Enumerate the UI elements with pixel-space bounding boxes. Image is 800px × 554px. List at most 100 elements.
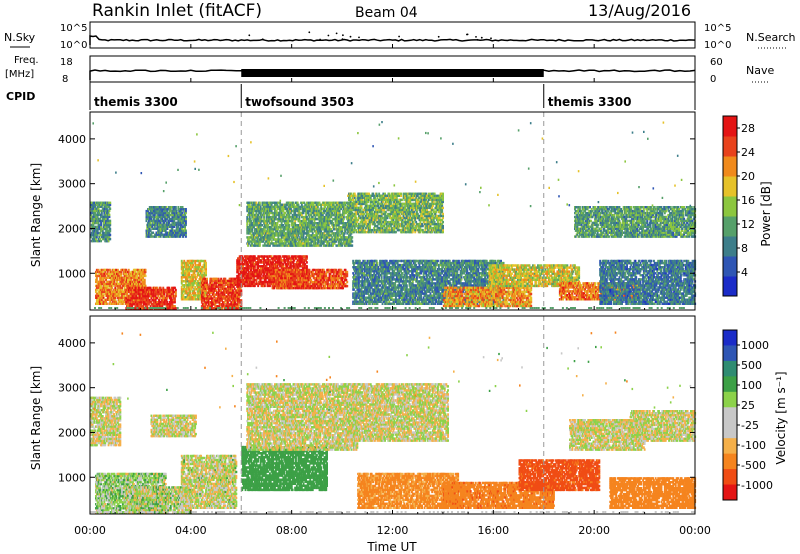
heatmap-cell xyxy=(128,269,130,271)
nsearch-dot xyxy=(342,34,344,36)
cpid-segment-label: themis 3300 xyxy=(548,95,632,109)
heatmap-cell xyxy=(144,295,146,297)
heatmap-cell xyxy=(145,275,147,277)
nave-dense-block xyxy=(241,69,544,77)
heatmap-cell xyxy=(107,269,109,271)
freq-unit-label: [MHz] xyxy=(5,69,34,80)
heatmap-cell xyxy=(144,287,146,289)
nsearch-dot xyxy=(358,37,360,39)
heatmap-cell xyxy=(151,235,153,237)
nsearch-dot xyxy=(248,34,250,36)
nsearch-tick-top: 10^5 xyxy=(704,23,731,34)
heatmap-cell xyxy=(109,210,111,212)
nsky-tick-bottom: 10^0 xyxy=(60,40,87,51)
heatmap-cell xyxy=(160,287,162,289)
radar-summary-plot: Rankin Inlet (fitACF) Beam 04 13/Aug/201… xyxy=(0,0,800,554)
heatmap-cell xyxy=(138,287,140,289)
heatmap-cell xyxy=(152,232,154,234)
heatmap-cell xyxy=(106,303,108,305)
heatmap-cell xyxy=(174,301,176,303)
heatmap-cell xyxy=(168,287,170,289)
freq-tick-top: 18 xyxy=(60,57,73,68)
heatmap-cell xyxy=(151,216,153,218)
nsearch-dot xyxy=(350,36,352,38)
heatmap-cell xyxy=(99,210,101,212)
heatmap-cell xyxy=(109,234,111,236)
heatmap-cell xyxy=(109,228,111,230)
heatmap-cell xyxy=(144,279,146,281)
heatmap-cell xyxy=(129,287,131,289)
heatmap-cell xyxy=(127,299,129,301)
heatmap-cell xyxy=(145,269,147,271)
heatmap-cell xyxy=(109,208,111,210)
heatmap-cell xyxy=(161,295,163,297)
cpid-row: CPID themis 3300 twofsound 3503 themis 330… xyxy=(6,82,695,110)
heatmap-cell xyxy=(109,220,111,222)
cpid-segment-label: twofsound 3503 xyxy=(245,95,354,109)
heatmap-cell xyxy=(109,222,111,224)
heatmap-cell xyxy=(109,238,111,240)
nsearch-dot xyxy=(262,38,264,40)
heatmap-cell xyxy=(153,301,155,303)
heatmap-cell xyxy=(115,269,117,271)
heatmap-cell xyxy=(156,287,158,289)
heatmap-cell xyxy=(169,301,171,303)
heatmap-cell xyxy=(150,287,152,289)
heatmap-cell xyxy=(157,295,159,297)
heatmap-cell xyxy=(173,291,175,293)
heatmap-cell xyxy=(175,289,177,291)
nsky-trace xyxy=(90,36,695,45)
nsearch-tick-bottom: 10^0 xyxy=(704,40,731,51)
nsearch-dot xyxy=(308,31,310,33)
nsearch-dot xyxy=(398,36,400,38)
nsky-tick-top: 10^5 xyxy=(60,23,87,34)
station-title: Rankin Inlet (fitACF) xyxy=(92,1,262,21)
nsearch-label: N.Search xyxy=(746,31,796,44)
heatmap-cell xyxy=(149,299,151,301)
heatmap-cell xyxy=(100,222,102,224)
nsearch-dot xyxy=(466,34,468,36)
heatmap-cell xyxy=(109,214,111,216)
nsearch-dot xyxy=(490,37,492,39)
heatmap-cell xyxy=(162,287,164,289)
nave-tick-bottom: 0 xyxy=(710,74,716,85)
nsearch-dot xyxy=(342,38,344,40)
nsearch-dot xyxy=(328,35,330,37)
heatmap-cell xyxy=(105,277,107,279)
freq-tick-bottom: 8 xyxy=(62,74,68,85)
heatmap-cell xyxy=(164,301,166,303)
cpid-segment-label: themis 3300 xyxy=(94,95,178,109)
nsearch-dot xyxy=(477,39,479,41)
nsky-label: N.Sky xyxy=(4,31,36,44)
nsky-panel: N.Sky 10^5 10^0 10^5 10^0 N.Search xyxy=(4,22,796,51)
beam-label: Beam 04 xyxy=(355,5,418,21)
heatmap-cell xyxy=(127,287,129,289)
nsearch-dot xyxy=(319,39,321,41)
heatmap-cell xyxy=(104,283,106,285)
cpid-label: CPID xyxy=(6,90,35,103)
nave-tick-top: 60 xyxy=(710,57,723,68)
nsearch-dot xyxy=(475,36,477,38)
heatmap-cell xyxy=(175,307,177,309)
heatmap-cell xyxy=(109,202,111,204)
heatmap-cell xyxy=(172,301,174,303)
nsearch-dot xyxy=(336,33,338,35)
heatmap-cell xyxy=(175,295,177,297)
heatmap-cell xyxy=(100,234,102,236)
heatmap-cell xyxy=(144,293,146,295)
freq-label: Freq. xyxy=(14,55,39,66)
heatmap-cell xyxy=(144,301,146,303)
heatmap-cell xyxy=(174,287,176,289)
heatmap-cell xyxy=(100,240,102,242)
heatmap-cell xyxy=(103,210,105,212)
heatmap-cell xyxy=(103,295,105,297)
heatmap-cell xyxy=(96,236,98,238)
nsearch-dot xyxy=(481,37,483,39)
date-label: 13/Aug/2016 xyxy=(588,1,691,20)
freq-panel: Freq. [MHz] 18 8 60 0 Nave xyxy=(5,55,774,85)
heatmap-cell xyxy=(105,273,107,275)
heatmap-cell xyxy=(167,303,169,305)
heatmap-cell xyxy=(146,287,148,289)
nave-label: Nave xyxy=(746,64,774,77)
